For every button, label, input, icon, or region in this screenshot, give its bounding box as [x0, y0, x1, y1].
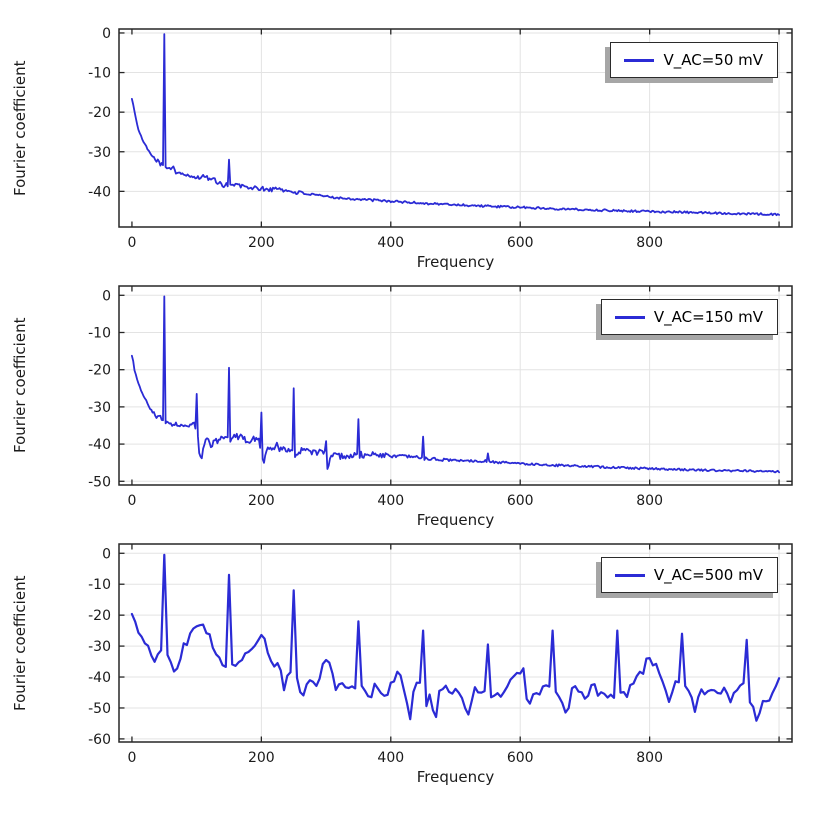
- x-axis-label-1: Frequency: [416, 253, 495, 271]
- svg-text:400: 400: [377, 493, 404, 509]
- y-axis-label-3: Fourier coefficient: [11, 575, 29, 711]
- svg-text:0: 0: [127, 750, 136, 766]
- svg-text:200: 200: [248, 493, 275, 509]
- svg-text:600: 600: [507, 235, 534, 251]
- svg-text:-20: -20: [88, 363, 111, 379]
- legend-label-1: V_AC=50 mV: [663, 51, 763, 69]
- legend-1: V_AC=50 mV: [610, 42, 778, 78]
- svg-text:0: 0: [127, 235, 136, 251]
- legend-line-sample-icon: [614, 315, 645, 319]
- svg-text:0: 0: [102, 288, 111, 304]
- legend-line-sample-icon: [624, 58, 655, 62]
- svg-text:-40: -40: [88, 437, 111, 453]
- svg-text:-60: -60: [88, 732, 111, 748]
- subplot-vac-150mv: Fourier coefficient 0 200 400 600 800 0 -10 -20…: [11, 285, 793, 529]
- svg-text:800: 800: [636, 493, 663, 509]
- svg-text:-10: -10: [88, 325, 111, 341]
- svg-text:200: 200: [248, 235, 275, 251]
- svg-text:-30: -30: [88, 400, 111, 416]
- svg-text:-30: -30: [88, 639, 111, 655]
- legend-2: V_AC=150 mV: [600, 299, 778, 335]
- legend-label-3: V_AC=500 mV: [653, 566, 763, 584]
- svg-text:600: 600: [507, 750, 534, 766]
- plot-canvas-2: 0 200 400 600 800 0 -10 -20 -30 -40 -50: [88, 285, 793, 509]
- y-axis-label-1: Fourier coefficient: [11, 60, 29, 196]
- svg-text:-40: -40: [88, 184, 111, 200]
- subplot-vac-50mv: Fourier coefficient 0 200 400 600 800 0 -10 -20…: [11, 26, 793, 271]
- svg-text:400: 400: [377, 750, 404, 766]
- svg-text:-20: -20: [88, 105, 111, 121]
- svg-text:-50: -50: [88, 701, 111, 717]
- x-axis-label-3: Frequency: [416, 768, 495, 786]
- svg-text:-30: -30: [88, 145, 111, 161]
- svg-text:800: 800: [636, 235, 663, 251]
- y-axis-label-2: Fourier coefficient: [11, 317, 29, 454]
- svg-text:0: 0: [102, 26, 111, 42]
- svg-text:0: 0: [127, 493, 136, 509]
- legend-label-2: V_AC=150 mV: [653, 308, 763, 326]
- svg-text:400: 400: [377, 235, 404, 251]
- svg-text:200: 200: [248, 750, 275, 766]
- legend-line-sample-icon: [614, 573, 645, 577]
- x-axis-label-2: Frequency: [416, 511, 495, 529]
- legend-3: V_AC=500 mV: [600, 557, 778, 593]
- svg-text:-20: -20: [88, 608, 111, 624]
- svg-text:-50: -50: [88, 474, 111, 490]
- svg-text:-40: -40: [88, 670, 111, 686]
- svg-text:-10: -10: [88, 577, 111, 593]
- plot-canvas-3: 0 200 400 600 800 0 -10 -20 -30 -40 -50 -60: [88, 543, 793, 766]
- svg-text:800: 800: [636, 750, 663, 766]
- plot-canvas-1: 0 200 400 600 800 0 -10 -20 -30 -40: [88, 26, 793, 251]
- svg-text:0: 0: [102, 546, 111, 562]
- svg-text:-10: -10: [88, 66, 111, 82]
- subplot-vac-500mv: Fourier coefficient 0 200 400 600 800 0 -10 -20…: [11, 543, 793, 786]
- svg-text:600: 600: [507, 493, 534, 509]
